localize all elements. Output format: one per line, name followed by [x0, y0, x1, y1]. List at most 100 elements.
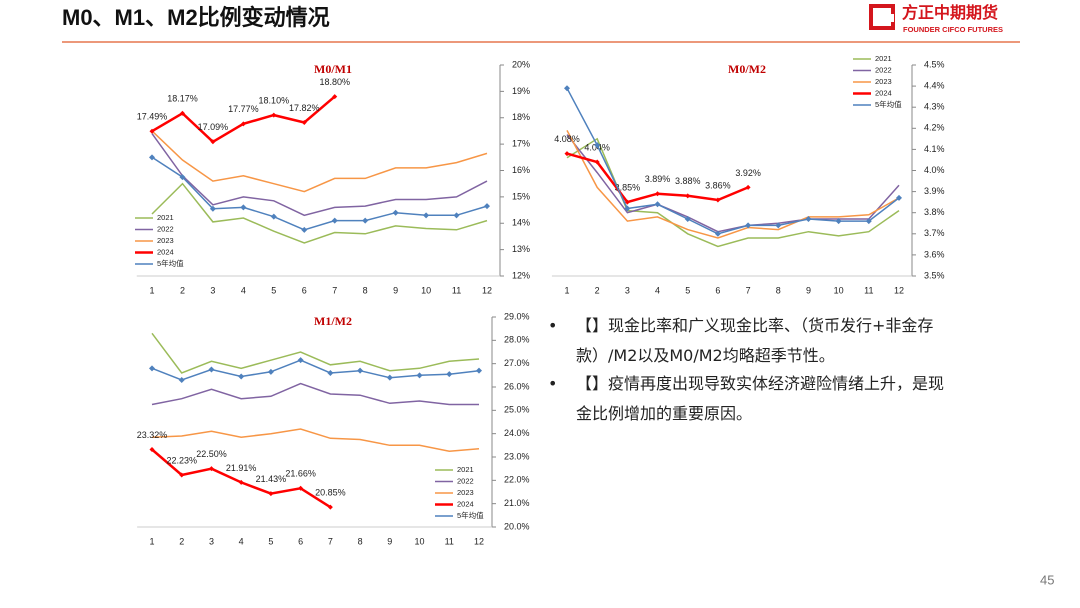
legend-label: 5年均值 [157, 258, 184, 268]
y-tick-label: 16% [512, 165, 530, 175]
point-marker [271, 112, 277, 118]
point-marker [684, 216, 691, 223]
point-marker [149, 447, 155, 453]
x-tick-label: 5 [268, 536, 273, 546]
x-tick-label: 11 [452, 285, 461, 295]
x-tick-label: 7 [332, 285, 337, 295]
slide-title: M0、M1、M2比例变动情况 [62, 5, 330, 30]
x-tick-label: 7 [328, 536, 333, 546]
x-tick-label: 2 [179, 536, 184, 546]
x-tick-label: 3 [210, 285, 215, 295]
chart-title: M0/M2 [728, 62, 766, 76]
point-marker [386, 374, 393, 381]
point-marker [238, 373, 245, 380]
x-tick-label: 3 [209, 536, 214, 546]
data-label: 4.08% [554, 134, 580, 144]
logo-icon-cut [880, 14, 894, 22]
point-marker [685, 193, 691, 199]
y-tick-label: 3.6% [924, 249, 945, 259]
legend-label: 2022 [875, 65, 892, 74]
series-line [566, 134, 900, 233]
point-marker [564, 151, 570, 157]
bullet-text: 【】疫情再度出现导致实体经济避险情绪上升，是现金比例增加的重要原因。 [576, 374, 945, 423]
point-marker [208, 466, 214, 472]
data-label: 18.10% [259, 95, 290, 105]
y-tick-label: 27.0% [504, 358, 530, 368]
x-tick-label: 6 [298, 536, 303, 546]
x-tick-label: 1 [149, 285, 154, 295]
point-marker [267, 368, 274, 375]
point-marker [179, 472, 185, 478]
y-tick-label: 17% [512, 139, 530, 149]
y-tick-label: 4.5% [924, 59, 945, 69]
y-tick-label: 18% [512, 112, 530, 122]
y-tick-label: 4.1% [924, 144, 945, 154]
series-line [151, 156, 488, 231]
point-marker [149, 154, 155, 161]
point-marker [423, 212, 430, 219]
point-marker [149, 365, 155, 372]
x-tick-label: 8 [358, 536, 363, 546]
y-tick-label: 25.0% [504, 405, 530, 415]
y-tick-label: 13% [512, 244, 530, 254]
data-label: 3.89% [645, 174, 671, 184]
x-tick-label: 9 [387, 536, 392, 546]
data-label: 17.82% [289, 103, 320, 113]
data-label: 17.77% [228, 104, 259, 114]
point-marker [446, 371, 453, 378]
chart-title: M1/M2 [314, 314, 352, 328]
point-marker [564, 85, 570, 92]
point-marker [654, 201, 661, 208]
point-marker [240, 121, 246, 127]
series-line [151, 359, 480, 381]
x-tick-label: 7 [746, 285, 751, 295]
point-marker [715, 197, 721, 203]
data-label: 21.91% [226, 463, 257, 473]
series-line [566, 87, 900, 235]
x-tick-label: 12 [894, 285, 904, 295]
x-tick-label: 2 [180, 285, 185, 295]
legend-label: 2021 [157, 213, 174, 222]
point-marker [301, 226, 308, 233]
x-tick-label: 1 [149, 536, 154, 546]
point-marker [896, 194, 902, 201]
point-marker [270, 213, 277, 220]
legend-label: 2021 [457, 465, 474, 474]
y-tick-label: 19% [512, 86, 530, 96]
y-tick-label: 4.2% [924, 123, 945, 133]
point-marker [297, 357, 304, 364]
point-marker [594, 142, 601, 149]
y-tick-label: 3.5% [924, 270, 945, 280]
point-marker [624, 199, 630, 205]
data-label: 20.85% [315, 488, 346, 498]
point-marker [240, 204, 247, 211]
point-marker [179, 110, 185, 116]
point-marker [331, 217, 338, 224]
point-marker [179, 174, 186, 181]
y-tick-label: 29.0% [504, 311, 530, 321]
point-marker [484, 203, 490, 210]
point-marker [655, 191, 661, 197]
x-tick-label: 12 [482, 285, 492, 295]
y-tick-label: 12% [512, 270, 530, 280]
series-line [151, 332, 480, 374]
point-marker [298, 485, 304, 491]
logo-name: 方正中期期货 [902, 3, 998, 22]
data-label: 22.50% [196, 449, 227, 459]
legend-label: 2023 [875, 77, 892, 86]
data-label: 3.92% [735, 168, 761, 178]
y-tick-label: 4.3% [924, 102, 945, 112]
y-tick-label: 14% [512, 218, 530, 228]
x-tick-label: 10 [421, 285, 431, 295]
y-tick-label: 28.0% [504, 335, 530, 345]
point-marker [357, 367, 364, 374]
series-line [151, 428, 480, 452]
x-tick-label: 11 [864, 285, 873, 295]
data-label: 18.80% [319, 77, 350, 87]
data-label: 3.86% [705, 180, 731, 190]
x-tick-label: 9 [806, 285, 811, 295]
x-tick-label: 4 [241, 285, 246, 295]
bullet-text: 【】现金比率和广义现金比率、（货币发行+非金存款）/M2以及M0/M2均略超季节… [576, 316, 934, 365]
x-tick-label: 1 [564, 285, 569, 295]
